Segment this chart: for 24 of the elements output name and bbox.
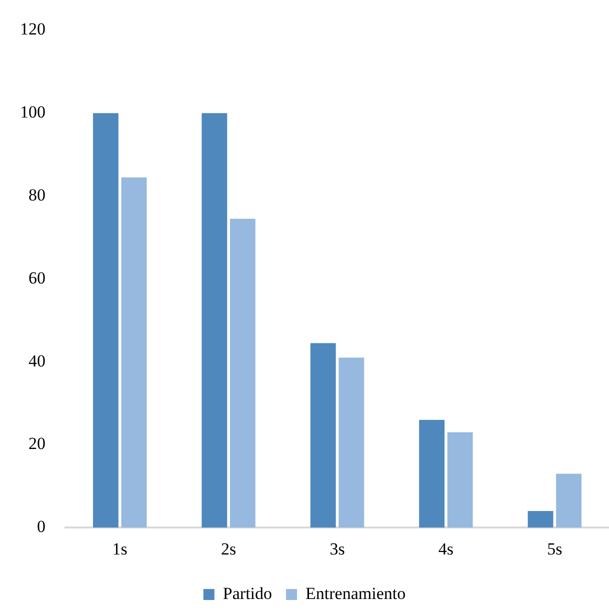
bar [419, 420, 445, 528]
y-tick-label: 20 [28, 434, 46, 454]
y-tick-label: 40 [28, 351, 46, 370]
bar [556, 474, 582, 528]
y-tick-label: 0 [37, 517, 46, 536]
bar [310, 343, 336, 528]
y-tick-label: 80 [28, 185, 46, 204]
x-tick-label: 2s [220, 539, 236, 558]
bar [230, 218, 256, 528]
bar [121, 177, 147, 528]
x-tick-label: 1s [112, 539, 128, 558]
bar [202, 113, 228, 528]
y-tick-label: 60 [28, 268, 46, 288]
bar [338, 358, 364, 528]
bar [93, 113, 118, 528]
legend-label: Entrenamiento [306, 584, 406, 603]
bar [447, 432, 473, 528]
x-tick-label: 4s [438, 539, 454, 558]
legend-label: Partido [222, 584, 272, 603]
y-tick-label: 120 [20, 20, 46, 39]
bar [528, 511, 554, 528]
y-tick-label: 100 [20, 102, 46, 122]
x-tick-label: 3s [330, 539, 345, 558]
x-tick-label: 5s [547, 539, 562, 558]
